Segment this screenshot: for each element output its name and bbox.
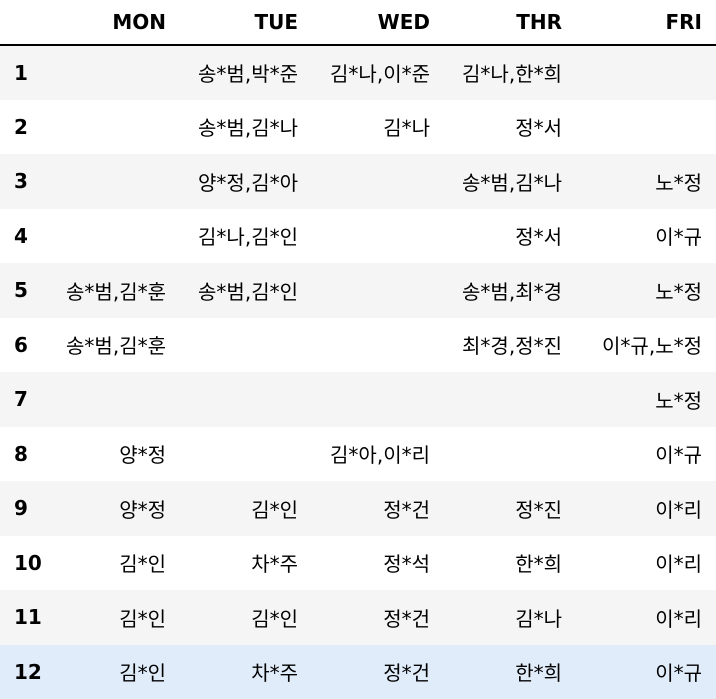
cell-fri: 이*리: [576, 481, 716, 536]
table-row: 10 김*인 차*주 정*석 한*희 이*리: [0, 536, 716, 591]
cell-tue: 김*인: [180, 481, 312, 536]
cell-wed: 김*아,이*리: [312, 427, 444, 482]
row-index: 11: [0, 590, 56, 645]
table-header: MON TUE WED THR FRI: [0, 0, 716, 45]
cell-tue: 차*주: [180, 536, 312, 591]
cell-fri: 노*정: [576, 263, 716, 318]
cell-thr: [444, 427, 576, 482]
row-index: 9: [0, 481, 56, 536]
cell-thr: 한*희: [444, 536, 576, 591]
cell-wed: [312, 263, 444, 318]
cell-fri: 이*규: [576, 645, 716, 699]
row-index: 3: [0, 154, 56, 209]
row-index: 5: [0, 263, 56, 318]
cell-wed: [312, 372, 444, 427]
row-index: 6: [0, 318, 56, 373]
row-index: 2: [0, 100, 56, 155]
cell-tue: 양*정,김*아: [180, 154, 312, 209]
cell-mon: 양*정: [56, 427, 180, 482]
cell-tue: 송*범,박*준: [180, 45, 312, 100]
table-row-highlighted: 12 김*인 차*주 정*건 한*희 이*규: [0, 645, 716, 699]
table-row: 3 양*정,김*아 송*범,김*나 노*정: [0, 154, 716, 209]
row-index: 7: [0, 372, 56, 427]
table-row: 6 송*범,김*훈 최*경,정*진 이*규,노*정: [0, 318, 716, 373]
cell-tue: 차*주: [180, 645, 312, 699]
cell-wed: [312, 209, 444, 264]
cell-tue: 송*범,김*인: [180, 263, 312, 318]
cell-thr: [444, 372, 576, 427]
cell-fri: 이*리: [576, 536, 716, 591]
cell-wed: 정*건: [312, 481, 444, 536]
table-row: 5 송*범,김*훈 송*범,김*인 송*범,최*경 노*정: [0, 263, 716, 318]
row-index: 4: [0, 209, 56, 264]
cell-thr: 송*범,최*경: [444, 263, 576, 318]
table-row: 9 양*정 김*인 정*건 정*진 이*리: [0, 481, 716, 536]
table-row: 4 김*나,김*인 정*서 이*규: [0, 209, 716, 264]
header-row: MON TUE WED THR FRI: [0, 0, 716, 45]
cell-fri: [576, 100, 716, 155]
cell-thr: 송*범,김*나: [444, 154, 576, 209]
cell-wed: 정*석: [312, 536, 444, 591]
cell-fri: 이*규,노*정: [576, 318, 716, 373]
cell-wed: [312, 154, 444, 209]
cell-mon: 김*인: [56, 536, 180, 591]
cell-fri: 이*리: [576, 590, 716, 645]
index-header: [0, 0, 56, 45]
table-row: 11 김*인 김*인 정*건 김*나 이*리: [0, 590, 716, 645]
cell-tue: [180, 427, 312, 482]
cell-tue: [180, 318, 312, 373]
cell-tue: 김*인: [180, 590, 312, 645]
cell-fri: 이*규: [576, 427, 716, 482]
cell-mon: [56, 372, 180, 427]
cell-wed: 김*나: [312, 100, 444, 155]
cell-tue: 김*나,김*인: [180, 209, 312, 264]
cell-mon: 송*범,김*훈: [56, 318, 180, 373]
cell-fri: 이*규: [576, 209, 716, 264]
cell-thr: 한*희: [444, 645, 576, 699]
column-header-fri: FRI: [576, 0, 716, 45]
row-index: 12: [0, 645, 56, 699]
row-index: 8: [0, 427, 56, 482]
cell-thr: 정*서: [444, 100, 576, 155]
table-body: 1 송*범,박*준 김*나,이*준 김*나,한*희 2 송*범,김*나 김*나 …: [0, 45, 716, 699]
cell-mon: 김*인: [56, 645, 180, 699]
table-row: 1 송*범,박*준 김*나,이*준 김*나,한*희: [0, 45, 716, 100]
cell-wed: [312, 318, 444, 373]
cell-tue: [180, 372, 312, 427]
cell-wed: 정*건: [312, 590, 444, 645]
cell-thr: 정*진: [444, 481, 576, 536]
table-row: 7 노*정: [0, 372, 716, 427]
column-header-tue: TUE: [180, 0, 312, 45]
cell-thr: 김*나: [444, 590, 576, 645]
cell-mon: 송*범,김*훈: [56, 263, 180, 318]
column-header-mon: MON: [56, 0, 180, 45]
cell-thr: 김*나,한*희: [444, 45, 576, 100]
cell-fri: 노*정: [576, 372, 716, 427]
cell-mon: [56, 45, 180, 100]
cell-wed: 김*나,이*준: [312, 45, 444, 100]
cell-fri: [576, 45, 716, 100]
cell-fri: 노*정: [576, 154, 716, 209]
cell-mon: 양*정: [56, 481, 180, 536]
cell-mon: 김*인: [56, 590, 180, 645]
cell-thr: 정*서: [444, 209, 576, 264]
column-header-wed: WED: [312, 0, 444, 45]
cell-tue: 송*범,김*나: [180, 100, 312, 155]
cell-wed: 정*건: [312, 645, 444, 699]
row-index: 10: [0, 536, 56, 591]
cell-mon: [56, 154, 180, 209]
column-header-thr: THR: [444, 0, 576, 45]
table-row: 8 양*정 김*아,이*리 이*규: [0, 427, 716, 482]
cell-mon: [56, 100, 180, 155]
cell-mon: [56, 209, 180, 264]
row-index: 1: [0, 45, 56, 100]
cell-thr: 최*경,정*진: [444, 318, 576, 373]
table-row: 2 송*범,김*나 김*나 정*서: [0, 100, 716, 155]
